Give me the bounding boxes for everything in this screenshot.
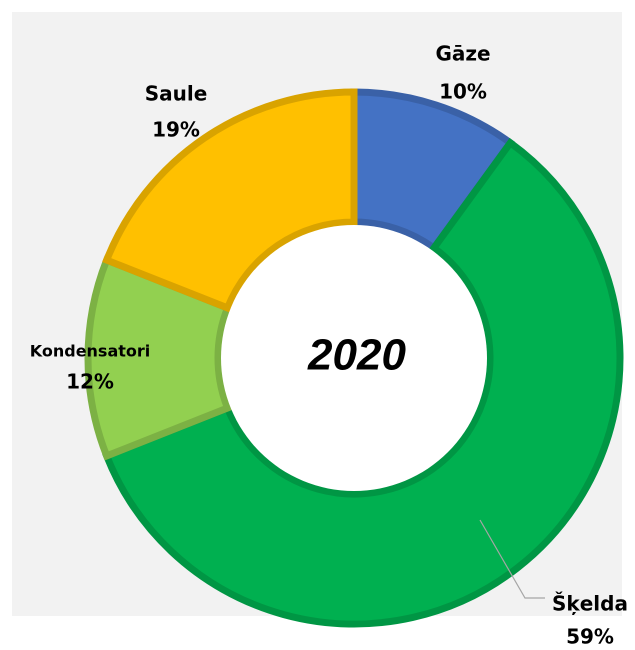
donut-hole bbox=[221, 225, 487, 491]
category-label: Saule bbox=[145, 82, 208, 106]
category-label: Šķelda bbox=[552, 592, 628, 616]
value-label: 59% bbox=[566, 625, 614, 649]
donut-slice bbox=[102, 88, 358, 313]
value-label: 10% bbox=[439, 80, 487, 104]
donut-slice bbox=[102, 137, 624, 628]
value-label: 12% bbox=[66, 370, 114, 394]
category-label: Gāze bbox=[435, 42, 490, 66]
leader-line bbox=[479, 519, 545, 599]
center-label: 2020 bbox=[307, 331, 406, 380]
category-label: Kondensatori bbox=[30, 342, 151, 361]
value-label: 19% bbox=[152, 118, 200, 142]
donut bbox=[84, 88, 624, 628]
